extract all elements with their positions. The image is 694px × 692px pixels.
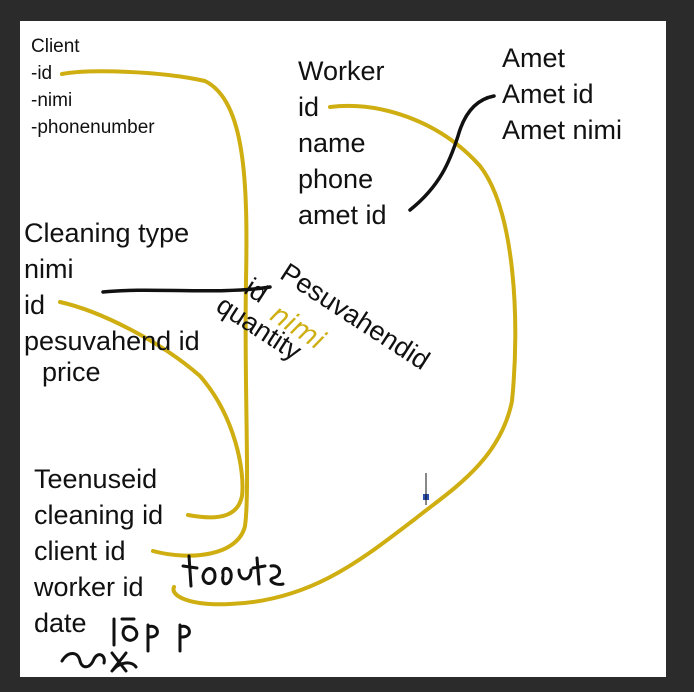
scribble-handwriting-1: [181, 554, 285, 588]
amet-field-nimi: Amet nimi: [502, 115, 623, 145]
link-cleaning-id: [58, 300, 245, 520]
cleaning-type-field-nimi: nimi: [24, 254, 74, 284]
worker-field-id: id: [298, 92, 320, 122]
cleaning-type-field-pesuvahend-id: pesuvahend id: [24, 326, 200, 356]
amet-title: Amet: [502, 43, 566, 73]
worker-field-amet-id: amet id: [298, 200, 387, 230]
teenuseid-field-cleaning-id: cleaning id: [34, 500, 164, 530]
client-field-phonenumber: -phonenumber: [31, 117, 155, 138]
client-field-nimi: -nimi: [31, 90, 73, 111]
worker-title: Worker: [298, 56, 385, 86]
connector-lines: [58, 69, 518, 673]
worker-field-phone: phone: [298, 164, 374, 194]
cleaning-type-title: Cleaning type: [24, 218, 190, 248]
cleaning-type-field-price: price: [42, 357, 101, 387]
amet-field-id: Amet id: [502, 79, 594, 109]
diagram-canvas: Client -id -nimi -phonenumber Worker id …: [20, 21, 666, 677]
scribble-date-note: [60, 651, 138, 673]
link-worker-id: [171, 104, 518, 607]
cleaning-type-field-id: id: [24, 290, 46, 320]
worker-field-name: name: [298, 128, 366, 158]
teenuseid-field-date: date: [34, 608, 87, 638]
scribble-handwriting-2: [112, 617, 191, 653]
client-title: Client: [31, 36, 80, 57]
link-pesuvahend-id: [101, 285, 272, 294]
link-client-id: [60, 69, 250, 558]
teenuseid-field-worker-id: worker id: [34, 572, 144, 602]
teenuseid-field-client-id: client id: [34, 536, 126, 566]
link-amet-id: [408, 94, 496, 212]
client-field-id: -id: [31, 63, 53, 84]
teenuseid-title: Teenuseid: [34, 464, 158, 494]
